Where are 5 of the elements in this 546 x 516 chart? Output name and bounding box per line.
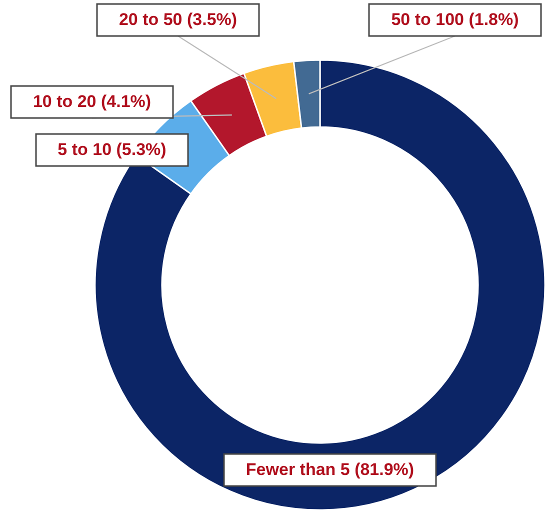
slice-label: 10 to 20 (4.1%)	[32, 92, 152, 111]
slice-label: 20 to 50 (3.5%)	[118, 10, 238, 29]
slice-label: 5 to 10 (5.3%)	[58, 140, 166, 159]
slice-label: Fewer than 5 (81.9%)	[246, 460, 414, 479]
slice-label: 50 to 100 (1.8%)	[391, 10, 519, 29]
